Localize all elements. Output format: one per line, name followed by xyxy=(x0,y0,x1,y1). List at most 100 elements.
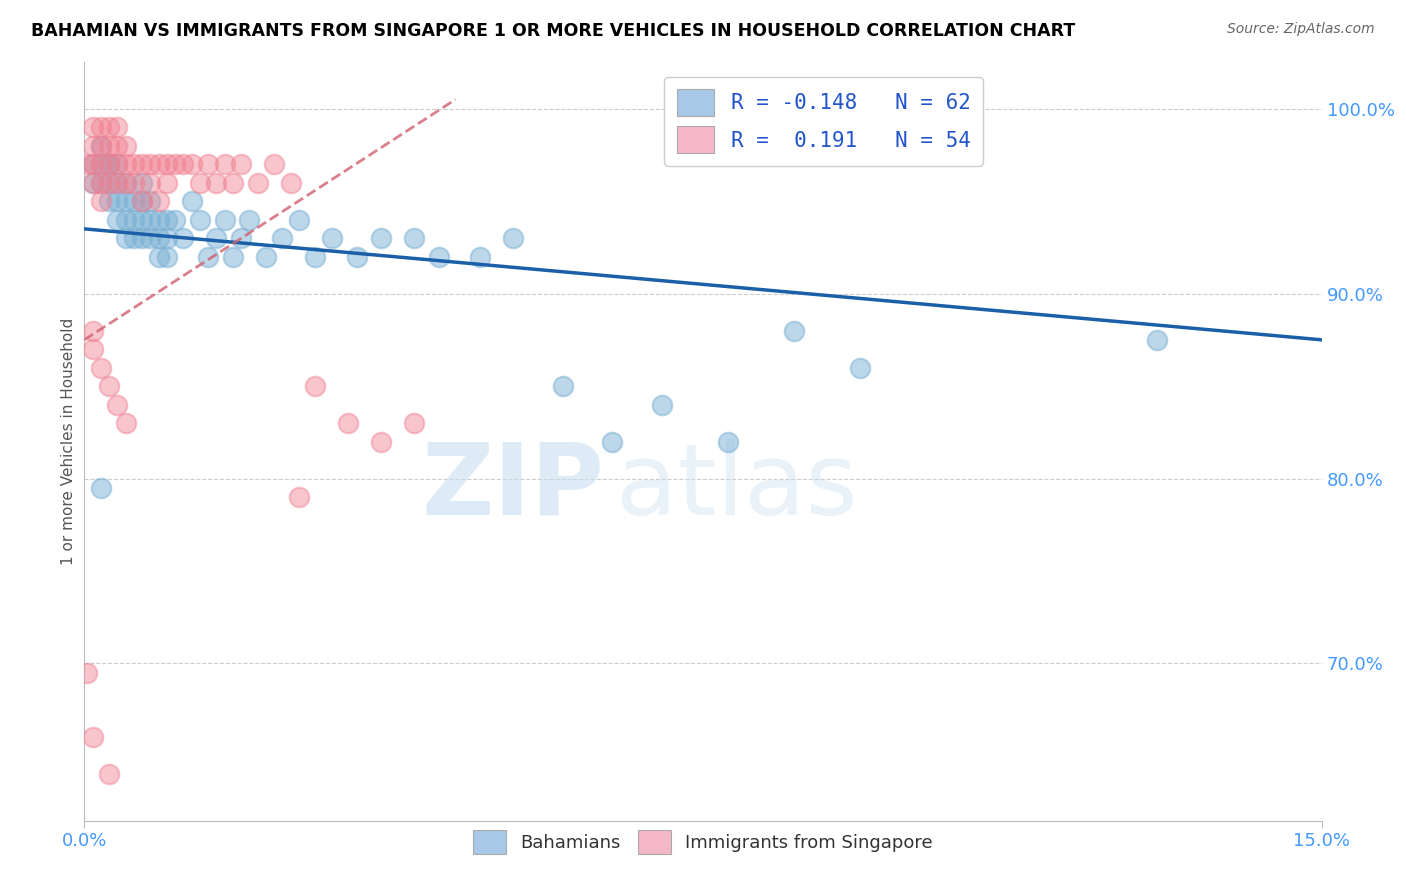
Point xyxy=(222,176,245,190)
Point xyxy=(304,250,326,264)
Point xyxy=(98,138,121,153)
Point xyxy=(502,231,524,245)
Point xyxy=(188,176,211,190)
Point xyxy=(165,157,187,171)
Point xyxy=(122,231,145,245)
Point xyxy=(82,324,104,338)
Point xyxy=(131,157,153,171)
Point xyxy=(148,157,170,171)
Point xyxy=(139,212,162,227)
Point xyxy=(90,120,112,135)
Point xyxy=(82,731,104,745)
Point xyxy=(90,157,112,171)
Point xyxy=(114,176,136,190)
Point xyxy=(280,176,302,190)
Point xyxy=(197,250,219,264)
Point xyxy=(263,157,285,171)
Point xyxy=(205,176,228,190)
Point xyxy=(114,194,136,208)
Point xyxy=(139,157,162,171)
Point xyxy=(148,212,170,227)
Point xyxy=(783,324,806,338)
Point xyxy=(427,250,450,264)
Point xyxy=(90,176,112,190)
Point xyxy=(1146,333,1168,347)
Point xyxy=(288,490,311,504)
Point xyxy=(82,176,104,190)
Point xyxy=(156,157,179,171)
Point xyxy=(214,212,236,227)
Point xyxy=(346,250,368,264)
Point xyxy=(139,231,162,245)
Point xyxy=(90,157,112,171)
Point xyxy=(82,342,104,356)
Point xyxy=(172,231,194,245)
Point xyxy=(304,379,326,393)
Point xyxy=(131,194,153,208)
Point xyxy=(470,250,492,264)
Point xyxy=(321,231,343,245)
Point xyxy=(105,138,128,153)
Point xyxy=(98,157,121,171)
Point xyxy=(105,398,128,412)
Point xyxy=(90,360,112,375)
Point xyxy=(156,231,179,245)
Point xyxy=(337,416,360,430)
Point xyxy=(222,250,245,264)
Text: Source: ZipAtlas.com: Source: ZipAtlas.com xyxy=(1227,22,1375,37)
Point xyxy=(90,176,112,190)
Point xyxy=(76,665,98,680)
Point xyxy=(105,157,128,171)
Point xyxy=(131,231,153,245)
Point xyxy=(214,157,236,171)
Point xyxy=(114,231,136,245)
Point xyxy=(131,194,153,208)
Point xyxy=(114,138,136,153)
Point xyxy=(122,194,145,208)
Point xyxy=(156,212,179,227)
Point xyxy=(131,176,153,190)
Point xyxy=(148,194,170,208)
Point xyxy=(180,194,202,208)
Point xyxy=(246,176,269,190)
Point xyxy=(139,194,162,208)
Point xyxy=(148,250,170,264)
Point xyxy=(105,194,128,208)
Point xyxy=(90,194,112,208)
Point xyxy=(180,157,202,171)
Point xyxy=(156,176,179,190)
Point xyxy=(122,157,145,171)
Point xyxy=(105,176,128,190)
Point xyxy=(551,379,574,393)
Point xyxy=(288,212,311,227)
Point xyxy=(370,231,392,245)
Point xyxy=(139,176,162,190)
Point xyxy=(122,212,145,227)
Y-axis label: 1 or more Vehicles in Household: 1 or more Vehicles in Household xyxy=(60,318,76,566)
Text: BAHAMIAN VS IMMIGRANTS FROM SINGAPORE 1 OR MORE VEHICLES IN HOUSEHOLD CORRELATIO: BAHAMIAN VS IMMIGRANTS FROM SINGAPORE 1 … xyxy=(31,22,1076,40)
Text: ZIP: ZIP xyxy=(422,439,605,535)
Point xyxy=(205,231,228,245)
Point xyxy=(229,157,252,171)
Point xyxy=(404,416,426,430)
Point xyxy=(105,120,128,135)
Point xyxy=(98,120,121,135)
Point xyxy=(370,434,392,449)
Point xyxy=(76,157,98,171)
Point xyxy=(90,481,112,495)
Point xyxy=(98,176,121,190)
Point xyxy=(600,434,623,449)
Point xyxy=(848,360,870,375)
Point xyxy=(114,212,136,227)
Point xyxy=(82,157,104,171)
Point xyxy=(229,231,252,245)
Point xyxy=(651,398,673,412)
Text: atlas: atlas xyxy=(616,439,858,535)
Point xyxy=(98,157,121,171)
Point xyxy=(197,157,219,171)
Point xyxy=(82,176,104,190)
Legend: Bahamians, Immigrants from Singapore: Bahamians, Immigrants from Singapore xyxy=(465,823,941,861)
Point xyxy=(98,767,121,781)
Point xyxy=(156,250,179,264)
Point xyxy=(404,231,426,245)
